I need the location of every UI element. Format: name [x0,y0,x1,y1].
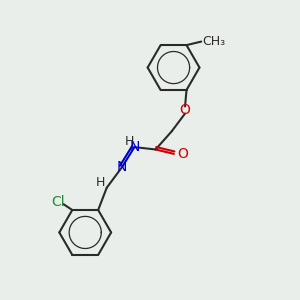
Text: O: O [180,103,190,117]
Text: Cl: Cl [51,195,65,209]
Text: H: H [96,176,105,189]
Text: N: N [117,160,127,174]
Text: H: H [125,135,134,148]
Text: CH₃: CH₃ [203,35,226,48]
Text: O: O [177,147,188,161]
Text: N: N [129,140,140,154]
